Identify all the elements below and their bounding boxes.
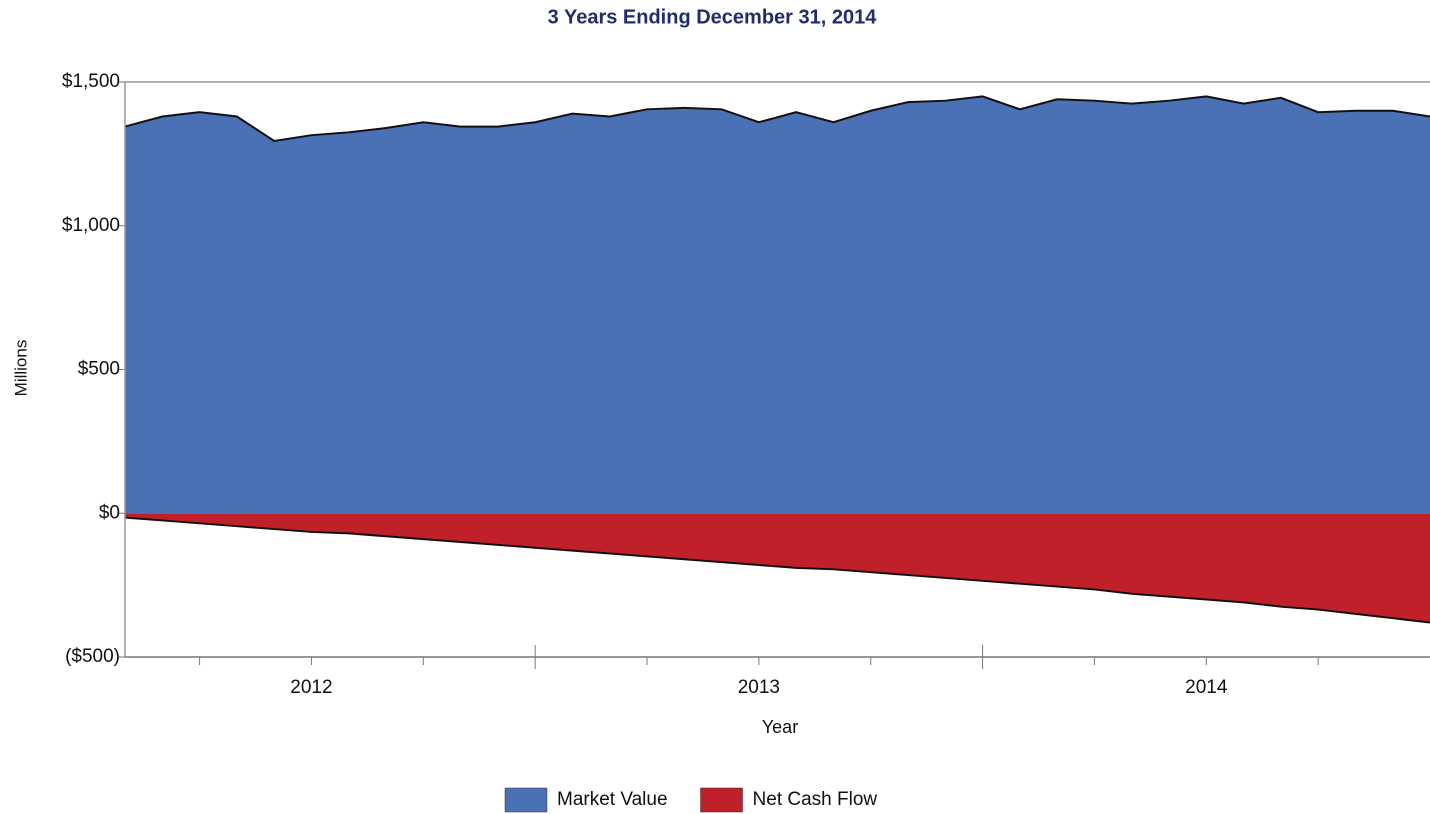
y-tick-label: $1,500 bbox=[62, 71, 120, 92]
area bbox=[125, 96, 1430, 514]
x-tick-label: 2014 bbox=[1185, 677, 1228, 698]
y-tick-label: $0 bbox=[99, 502, 120, 523]
y-tick-label: $500 bbox=[78, 359, 120, 380]
x-tick-label: 2013 bbox=[738, 677, 780, 698]
legend-swatch bbox=[504, 787, 548, 813]
area-outline bbox=[124, 95, 1430, 142]
legend-swatch bbox=[700, 787, 743, 813]
x-axis-label: Year bbox=[762, 717, 798, 737]
chart-title: 3 Years Ending December 31, 2014 bbox=[548, 6, 878, 28]
x-tick-label: 2012 bbox=[290, 677, 332, 698]
y-axis-label: Millions bbox=[11, 340, 30, 397]
legend-label: Market Value bbox=[557, 789, 668, 810]
y-tick-label: ($500) bbox=[65, 646, 120, 667]
area bbox=[125, 513, 1430, 623]
y-tick-label: $1,000 bbox=[62, 215, 120, 236]
legend-label: Net Cash Flow bbox=[753, 789, 878, 810]
area-outline bbox=[124, 516, 1430, 624]
